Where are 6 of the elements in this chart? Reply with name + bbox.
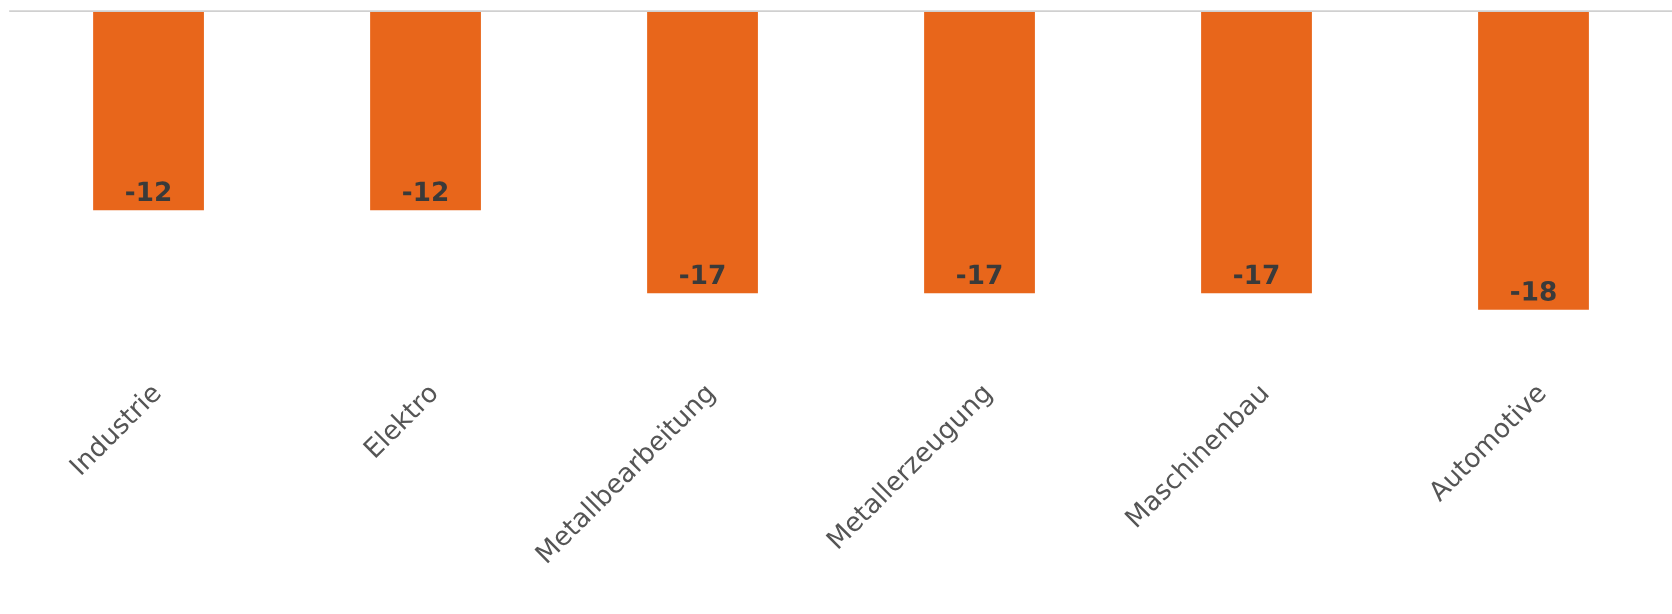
data-label: -17 [680,264,725,284]
data-label: -17 [957,264,1002,284]
data-label: -12 [403,181,448,201]
data-label: -17 [1234,264,1279,284]
data-label: -12 [126,181,171,201]
data-label: -18 [1511,280,1556,301]
